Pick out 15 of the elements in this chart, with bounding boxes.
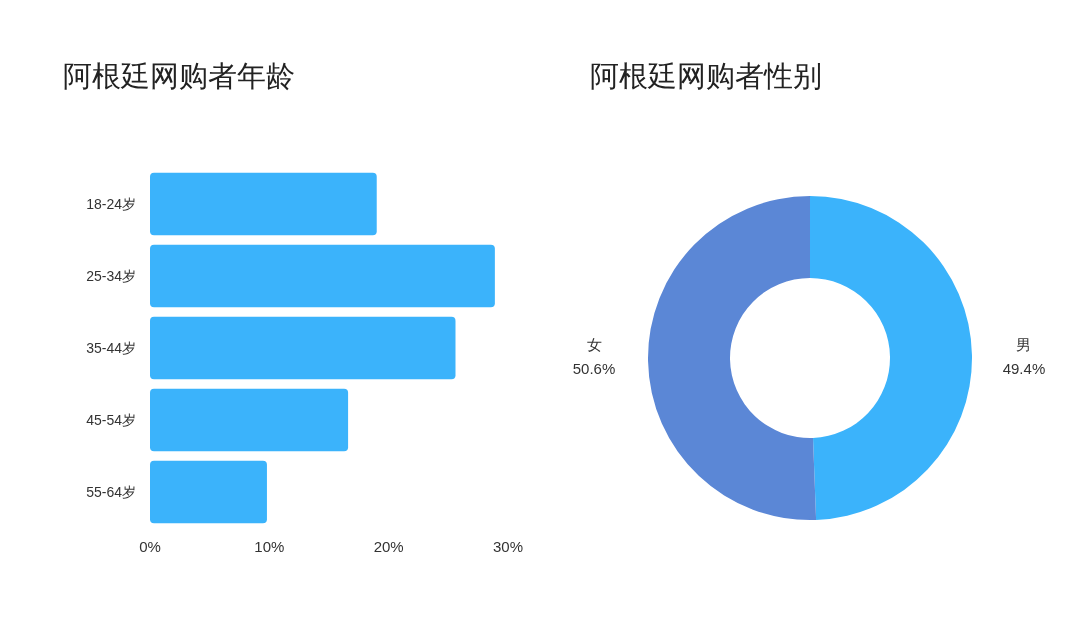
y-tick-label: 25-34岁 xyxy=(86,268,136,284)
data-label: 50.6% xyxy=(572,360,616,377)
slice-label: 男 xyxy=(1016,336,1032,353)
data-label: 49.4% xyxy=(1002,360,1046,377)
x-tick-label: 10% xyxy=(254,538,285,555)
x-tick-label: 30% xyxy=(492,538,524,555)
slice-label: 女 xyxy=(586,336,602,353)
x-tick-label: 0% xyxy=(139,538,161,555)
y-tick-label: 55-64岁 xyxy=(86,484,136,500)
y-tick-label: 35-44岁 xyxy=(86,340,136,356)
y-tick-label: 18-24岁 xyxy=(86,196,136,212)
chart-title: 阿根廷网购者性别 xyxy=(590,60,822,92)
x-tick-label: 20% xyxy=(373,538,404,555)
y-tick-label: 45-54岁 xyxy=(86,412,136,428)
chart-title: 阿根廷网购者年龄 xyxy=(63,60,295,92)
